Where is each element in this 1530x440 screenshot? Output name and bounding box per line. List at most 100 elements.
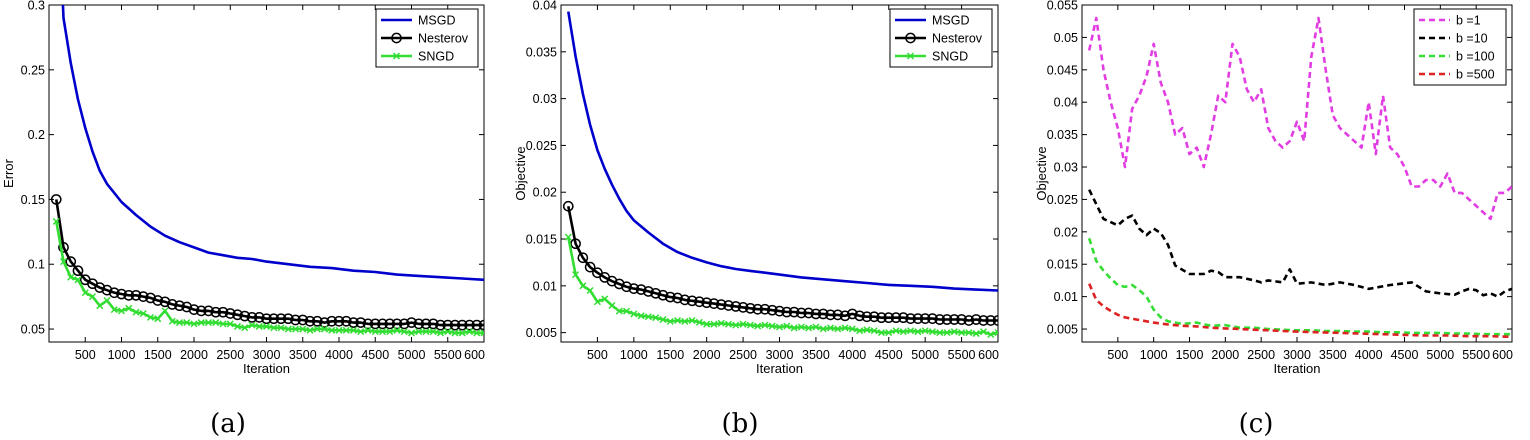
data-point <box>101 284 113 296</box>
x-tick-label: 4500 <box>1391 348 1419 362</box>
data-point <box>936 329 944 337</box>
data-point <box>781 306 793 318</box>
legend-marker <box>905 32 916 44</box>
data-point <box>132 308 140 316</box>
data-point <box>846 308 858 320</box>
data-point <box>319 317 330 328</box>
legend-marker <box>392 52 401 60</box>
data-point <box>65 256 77 267</box>
data-point <box>912 313 924 324</box>
data-point <box>608 301 616 310</box>
x-tick-label: 5500 <box>434 348 462 362</box>
data-point <box>241 324 249 332</box>
data-point <box>564 233 572 241</box>
data-point <box>320 325 329 333</box>
data-point <box>958 329 966 337</box>
data-point <box>688 316 696 324</box>
data-point <box>856 327 864 335</box>
data-point <box>471 319 483 331</box>
data-point <box>210 306 222 318</box>
x-tick-label: 1500 <box>144 348 172 362</box>
series-line-1 <box>55 199 484 327</box>
data-point <box>212 319 220 327</box>
data-point <box>451 329 459 337</box>
data-point <box>592 267 603 279</box>
data-point <box>839 310 851 322</box>
x-tick-label: 4000 <box>838 348 866 362</box>
data-point <box>224 308 236 319</box>
x-axis-label: Iteration <box>1274 361 1321 376</box>
x-tick-label: 5500 <box>1462 348 1490 362</box>
data-point <box>52 217 60 225</box>
legend-label: SNGD <box>932 50 968 64</box>
data-point <box>790 324 798 332</box>
series-line-1 <box>567 206 998 322</box>
data-point <box>239 310 251 322</box>
data-point <box>907 327 915 335</box>
x-tick-label: 2500 <box>729 348 757 362</box>
plot-lines <box>562 11 998 339</box>
data-point <box>174 300 185 312</box>
data-point <box>268 313 280 325</box>
legend-label: Nesterov <box>932 32 983 46</box>
data-point <box>978 315 989 326</box>
legend: MSGD Nesterov SNGD <box>375 8 479 68</box>
data-point <box>429 328 437 336</box>
x-axis-label: Iteration <box>756 361 803 376</box>
data-point <box>979 328 987 336</box>
data-point <box>803 307 814 319</box>
data-point <box>621 281 632 293</box>
data-point <box>950 328 958 336</box>
x-tick-label: 3500 <box>802 348 830 362</box>
chart-panel-2: 500 1000 1500 2000 2500 3000 3500 4000 4500 5000 5… <box>513 0 999 439</box>
data-point <box>465 328 474 336</box>
data-point <box>775 323 784 331</box>
y-tick-label: 0.15 <box>21 193 45 207</box>
data-point <box>717 319 725 327</box>
series-line-0 <box>1087 16 1512 221</box>
data-point <box>883 312 895 324</box>
data-point <box>628 283 640 294</box>
data-point <box>805 324 813 332</box>
legend: b =1 b =10 b =100 b =500 <box>1413 8 1507 86</box>
data-point <box>715 299 727 310</box>
data-point <box>175 319 184 327</box>
data-point <box>987 330 995 339</box>
data-point <box>615 307 623 315</box>
data-point <box>672 292 683 304</box>
data-point <box>248 321 256 329</box>
data-point <box>108 287 120 299</box>
data-point <box>766 304 778 316</box>
data-point <box>219 320 227 328</box>
data-point <box>876 312 887 324</box>
data-point <box>686 295 698 307</box>
data-point <box>825 309 836 321</box>
data-point <box>275 313 287 325</box>
data-point <box>328 326 336 334</box>
data-point <box>745 302 756 314</box>
data-point <box>834 325 842 333</box>
data-point <box>384 318 396 330</box>
data-point <box>253 312 265 323</box>
data-point <box>398 318 410 330</box>
data-point <box>357 328 365 336</box>
data-point <box>623 307 631 315</box>
data-point <box>797 323 805 331</box>
data-point <box>724 320 733 328</box>
data-point <box>335 326 343 334</box>
data-point <box>730 301 742 312</box>
x-tick-label: 3000 <box>766 348 794 362</box>
data-point <box>110 306 118 314</box>
data-point <box>103 296 111 305</box>
data-point <box>868 311 880 323</box>
data-point <box>861 311 873 323</box>
legend-box <box>1413 8 1507 86</box>
data-point <box>362 318 374 330</box>
data-point <box>306 326 314 334</box>
legend-marker <box>906 52 915 60</box>
data-point <box>897 312 909 324</box>
y-tick-label: 0.035 <box>526 45 557 59</box>
data-point <box>819 325 827 333</box>
plot-lines <box>1087 16 1512 339</box>
